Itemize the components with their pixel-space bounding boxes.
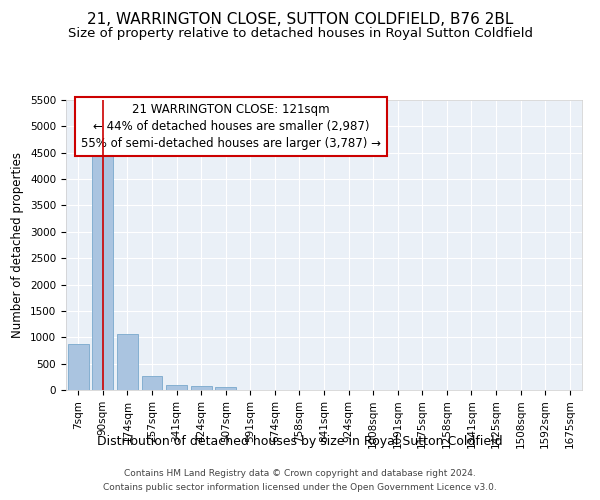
Bar (191, 386, 212, 390)
Y-axis label: Number of detached properties: Number of detached properties (11, 152, 25, 338)
Text: Contains public sector information licensed under the Open Government Licence v3: Contains public sector information licen… (103, 484, 497, 492)
Bar (68, 344, 89, 390)
Text: Contains HM Land Registry data © Crown copyright and database right 2024.: Contains HM Land Registry data © Crown c… (124, 468, 476, 477)
Text: Distribution of detached houses by size in Royal Sutton Coldfield: Distribution of detached houses by size … (97, 435, 503, 448)
Text: 21, WARRINGTON CLOSE, SUTTON COLDFIELD, B76 2BL: 21, WARRINGTON CLOSE, SUTTON COLDFIELD, … (87, 12, 513, 28)
Bar (166, 386, 187, 390)
Bar (142, 376, 163, 390)
Bar (215, 388, 236, 390)
Text: Size of property relative to detached houses in Royal Sutton Coldfield: Size of property relative to detached ho… (67, 28, 533, 40)
Bar (117, 334, 138, 390)
Bar (92, 150, 113, 390)
Text: 21 WARRINGTON CLOSE: 121sqm
← 44% of detached houses are smaller (2,987)
55% of : 21 WARRINGTON CLOSE: 121sqm ← 44% of det… (81, 103, 381, 150)
